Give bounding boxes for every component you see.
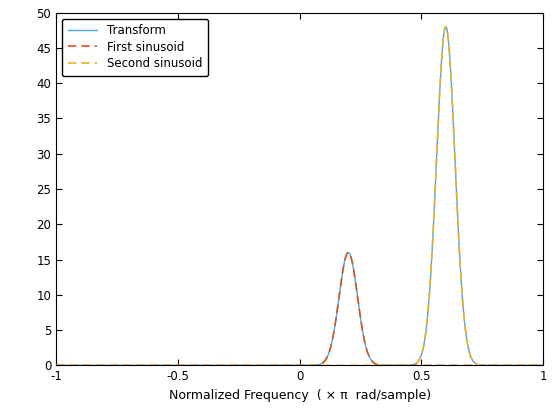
Transform: [141, 363, 148, 368]
Second sinusoid: [416, 357, 423, 362]
First sinusoid: [453, 363, 460, 368]
First sinusoid: [540, 363, 547, 368]
Second sinusoid: [442, 24, 449, 29]
Transform: [416, 357, 423, 362]
Second sinusoid: [141, 363, 148, 368]
X-axis label: Normalized Frequency  ( × π  rad/sample): Normalized Frequency ( × π rad/sample): [169, 389, 431, 402]
Line: Second sinusoid: Second sinusoid: [56, 27, 543, 365]
Transform: [239, 363, 245, 368]
Line: Transform: Transform: [56, 27, 543, 365]
Transform: [370, 360, 376, 365]
Second sinusoid: [540, 363, 547, 368]
First sinusoid: [345, 250, 352, 255]
Line: First sinusoid: First sinusoid: [56, 252, 543, 365]
Legend: Transform, First sinusoid, Second sinusoid: Transform, First sinusoid, Second sinuso…: [62, 18, 208, 76]
First sinusoid: [370, 360, 376, 365]
Second sinusoid: [345, 363, 352, 368]
Transform: [540, 363, 547, 368]
First sinusoid: [239, 363, 245, 368]
Second sinusoid: [370, 363, 376, 368]
Second sinusoid: [53, 363, 59, 368]
First sinusoid: [141, 363, 148, 368]
Transform: [345, 250, 352, 255]
Transform: [53, 363, 59, 368]
Transform: [453, 194, 460, 199]
Second sinusoid: [453, 194, 460, 199]
First sinusoid: [53, 363, 59, 368]
First sinusoid: [345, 250, 352, 255]
Second sinusoid: [239, 363, 245, 368]
Transform: [442, 24, 449, 29]
First sinusoid: [416, 363, 423, 368]
